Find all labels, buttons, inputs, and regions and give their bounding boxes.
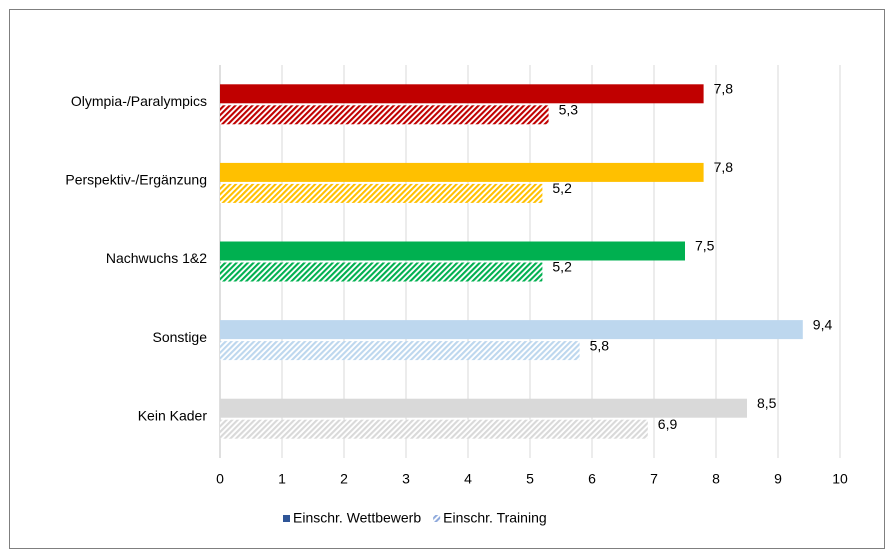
bar [220, 241, 685, 261]
legend-swatch [283, 515, 290, 522]
y-tick-label: Perspektiv-/Ergänzung [65, 172, 207, 188]
bar [220, 341, 580, 361]
value-label: 7,5 [695, 238, 715, 254]
x-tick-label: 9 [774, 471, 782, 487]
bar [220, 162, 704, 182]
x-tick-label: 7 [650, 471, 658, 487]
legend-label: Einschr. Wettbewerb [293, 510, 421, 526]
value-label: 8,5 [757, 395, 777, 411]
bar [220, 320, 803, 340]
y-tick-label: Kein Kader [138, 407, 208, 423]
bar [220, 419, 648, 439]
x-tick-label: 10 [832, 471, 848, 487]
x-tick-label: 1 [278, 471, 286, 487]
x-tick-label: 3 [402, 471, 410, 487]
x-tick-label: 8 [712, 471, 720, 487]
value-label: 5,3 [559, 102, 579, 118]
value-label: 6,9 [658, 416, 678, 432]
bar [220, 262, 543, 282]
y-tick-label: Nachwuchs 1&2 [106, 250, 207, 266]
value-label: 7,8 [714, 159, 734, 175]
x-tick-label: 6 [588, 471, 596, 487]
value-label: 9,4 [813, 316, 833, 332]
x-tick-label: 5 [526, 471, 534, 487]
y-tick-label: Sonstige [153, 329, 208, 345]
value-label: 7,8 [714, 81, 734, 97]
x-tick-label: 0 [216, 471, 224, 487]
bar [220, 398, 747, 418]
x-tick-label: 4 [464, 471, 472, 487]
x-tick-label: 2 [340, 471, 348, 487]
bar [220, 105, 549, 125]
bar [220, 84, 704, 104]
bar [220, 183, 543, 203]
legend-label: Einschr. Training [443, 510, 547, 526]
value-label: 5,2 [552, 259, 572, 275]
legend-swatch [433, 515, 441, 522]
value-label: 5,8 [590, 337, 610, 353]
value-label: 5,2 [552, 180, 572, 196]
y-tick-label: Olympia-/Paralympics [71, 93, 207, 109]
